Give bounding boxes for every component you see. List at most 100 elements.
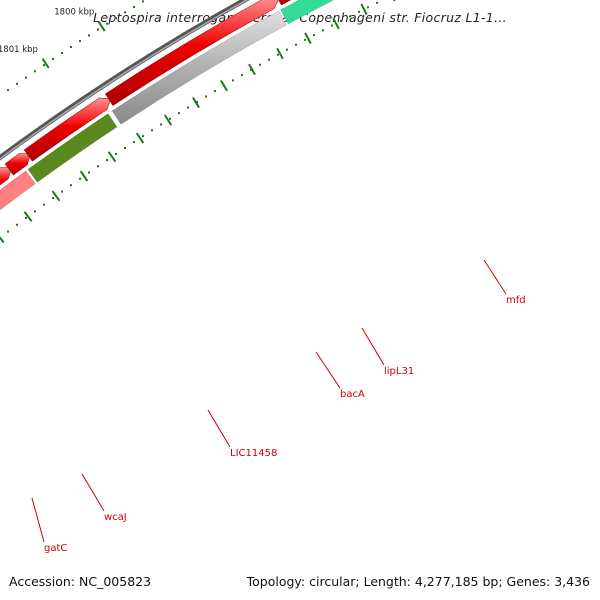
gene-label-mfd: mfd: [506, 295, 526, 306]
tick-dot: [25, 76, 27, 79]
tick-dot: [97, 28, 99, 31]
tick-dot: [304, 38, 306, 41]
accession-text: Accession: NC_005823: [9, 574, 152, 589]
leader-line-baca: [315, 351, 341, 389]
tick-dot: [376, 1, 378, 4]
tick-dot: [178, 112, 180, 115]
tick-dot: [349, 15, 351, 18]
kbp-label: 1801 kbp: [0, 45, 38, 55]
tick-dot: [241, 74, 243, 77]
gene-label-gatc: gatC: [44, 543, 67, 554]
inner-major-tick: [220, 79, 228, 92]
LIC11458-gene-block: [111, 10, 287, 125]
inner-major-tick: [163, 114, 173, 126]
tick-dot: [277, 53, 279, 56]
tick-dot: [322, 29, 324, 32]
tick-dot: [61, 190, 63, 193]
tick-dot: [169, 117, 171, 120]
tick-dot: [286, 48, 288, 51]
inner-major-tick: [393, 0, 396, 2]
inner-major-tick: [23, 211, 33, 222]
tick-dot: [367, 6, 369, 9]
gene-label-baca: bacA: [340, 389, 365, 400]
tick-dot: [250, 68, 252, 71]
gene-label-lic11458: LIC11458: [230, 448, 277, 459]
tick-dot: [142, 135, 144, 138]
major-tick: [97, 21, 106, 32]
gene-label-wcaj: wcaJ: [104, 512, 127, 523]
genome-backbone: [0, 0, 250, 161]
tick-dot: [70, 184, 72, 187]
tick-dot: [52, 197, 54, 200]
red-gene-block: [23, 97, 112, 162]
tick-dot: [43, 64, 45, 67]
tick-dot: [115, 153, 117, 155]
inner-major-tick: [79, 170, 89, 182]
red-gene-block: [0, 167, 12, 186]
tick-dot: [7, 230, 9, 233]
tick-dot: [115, 17, 117, 20]
red-gene-block: [278, 0, 292, 6]
inner-major-tick: [0, 236, 5, 244]
tick-dot: [34, 70, 36, 73]
tick-dot: [160, 123, 162, 126]
outer-tick-dots: [7, 0, 144, 92]
leader-line-gatc: [31, 497, 45, 543]
tick-dot: [295, 43, 297, 46]
tick-dot: [34, 210, 36, 213]
tick-dot: [25, 217, 27, 219]
tick-dot: [214, 90, 216, 93]
wcaJ-gene-block: [27, 113, 118, 183]
leader-line-wcaj: [81, 473, 105, 512]
leader-line-mfd: [483, 259, 507, 295]
tick-dot: [124, 11, 126, 14]
tick-dot: [7, 89, 9, 92]
inner-major-tick: [51, 190, 61, 202]
tick-dot: [16, 223, 18, 226]
tick-dot: [259, 63, 261, 66]
tick-dot: [97, 165, 99, 168]
red-gene-block: [104, 0, 279, 106]
tick-dot: [79, 40, 81, 43]
tick-dot: [313, 34, 315, 37]
tick-dot: [106, 159, 108, 162]
tick-dot: [358, 10, 360, 13]
tick-dot: [106, 22, 108, 25]
tick-dot: [331, 24, 333, 27]
tick-dot: [88, 34, 90, 37]
tick-dot: [340, 19, 342, 22]
inner-major-tick: [332, 17, 340, 30]
backbone-highlight: [0, 0, 249, 160]
inner-major-tick: [192, 96, 200, 109]
tick-dot: [205, 95, 207, 98]
tick-dot: [61, 52, 63, 54]
inner-major-tick: [276, 47, 284, 60]
leader-line-lipl31: [361, 327, 385, 366]
inner-tick-dots: [7, 1, 378, 233]
bacA-gene-block: [280, 0, 335, 25]
kbp-scale: 1792 kbp1793 kbp1794 kbp1795 kbp1796 kbp…: [0, 0, 396, 244]
major-tick: [41, 58, 50, 69]
tick-dot: [187, 106, 189, 109]
inner-major-tick: [360, 3, 368, 16]
kbp-label: 1800 kbp: [54, 8, 94, 18]
tick-dot: [124, 147, 126, 149]
inner-major-tick: [248, 63, 256, 76]
tick-dot: [88, 171, 90, 174]
tick-dot: [16, 82, 18, 85]
tick-dot: [133, 5, 135, 8]
tick-dot: [70, 46, 72, 48]
tick-dot: [151, 129, 153, 132]
tick-dot: [268, 58, 270, 61]
backbone-arc: [0, 0, 250, 161]
tick-dot: [133, 141, 135, 143]
gene-label-lipl31: lipL31: [384, 366, 414, 377]
gatC-gene-block: [0, 170, 36, 211]
tick-dot: [43, 203, 45, 206]
tick-dot: [196, 101, 198, 103]
tick-dot: [232, 79, 234, 82]
inner-major-tick: [304, 32, 312, 45]
inner-major-tick: [107, 151, 117, 163]
genome-summary-text: Topology: circular; Length: 4,277,185 bp…: [246, 574, 590, 589]
